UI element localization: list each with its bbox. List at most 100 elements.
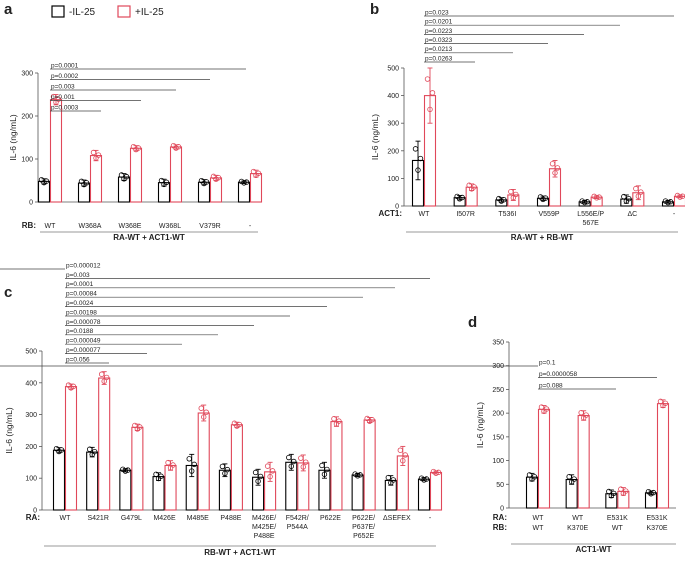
legend-label-plus: +IL-25 [135, 7, 164, 18]
x-tick-label: M426E [153, 515, 176, 522]
data-point [91, 448, 98, 455]
y-tick-label: 200 [21, 114, 33, 121]
data-point [175, 144, 182, 150]
y-tick-label: 300 [387, 121, 399, 128]
data-point [596, 194, 602, 200]
x-tick-label: P488E [220, 515, 241, 522]
condition-label: RA-WT + RB-WT [511, 233, 574, 242]
data-point [257, 473, 264, 480]
data-point [531, 474, 538, 480]
p-value-label: p=0.1 [539, 359, 556, 366]
data-point [336, 418, 342, 424]
data-point [303, 459, 309, 465]
p-value-label: p=0.056 [66, 356, 90, 363]
x-tick-label: T536I [498, 211, 516, 218]
data-point [626, 195, 632, 202]
data-point [132, 422, 138, 429]
x-tick-label: P488E [254, 533, 275, 540]
y-tick-label: 0 [33, 508, 37, 515]
data-point [125, 467, 131, 473]
data-point [571, 476, 577, 482]
bar-plus [330, 421, 343, 511]
legend-swatch-plus [117, 5, 131, 18]
data-point [566, 473, 572, 480]
data-point [549, 161, 556, 167]
data-point [513, 191, 519, 198]
x-tick-label: WT [572, 515, 584, 522]
data-point [286, 454, 292, 461]
x-tick-label: M485E [187, 515, 210, 522]
data-point [633, 185, 639, 192]
y-tick-label: 400 [387, 93, 399, 100]
x-tick-label: P622E [320, 515, 341, 522]
data-point [103, 374, 110, 381]
x-tick-label: - [673, 211, 676, 218]
x-tick-label: W368L [159, 223, 181, 230]
x-tick-label: WT [60, 515, 72, 522]
data-point [606, 488, 612, 495]
bar-minus [417, 478, 431, 511]
bar-minus [86, 451, 99, 511]
bar-plus [537, 408, 551, 509]
data-point [55, 96, 62, 102]
x-tick-label: P622E/ [352, 515, 375, 522]
bar-plus [429, 471, 443, 511]
data-point [385, 474, 392, 481]
data-point [70, 383, 77, 390]
data-point [357, 472, 363, 478]
data-point [170, 462, 176, 468]
data-point [623, 488, 629, 494]
condition-label: RA-WT + ACT1-WT [113, 233, 185, 242]
bar-plus [363, 419, 376, 511]
x-tick-label: ΔSEFEX [383, 515, 411, 522]
data-point [400, 458, 406, 464]
data-point [415, 167, 421, 173]
p-value-label: p=0.0024 [66, 300, 94, 307]
x-tick-label: K370E [567, 525, 588, 532]
data-point [165, 459, 171, 466]
data-point [191, 461, 197, 468]
data-point [50, 93, 57, 100]
y-tick-label: 0 [395, 204, 399, 211]
p-value-label: p=0.000078 [66, 319, 101, 326]
data-point [158, 473, 164, 479]
row-label: RB: [493, 523, 507, 532]
x-tick-label: V379R [199, 223, 220, 230]
data-point [412, 146, 419, 152]
bar-minus [119, 469, 132, 511]
data-point [331, 416, 337, 422]
y-axis-label: IL-6 (ng/mL) [8, 114, 18, 160]
p-value-label: p=0.0002 [51, 73, 79, 80]
data-point [421, 477, 427, 483]
y-tick-label: 200 [492, 411, 504, 418]
x-tick-label: M426E/ [252, 515, 276, 522]
x-tick-label: W368A [79, 223, 102, 230]
bar-minus [525, 476, 539, 509]
data-point [252, 469, 259, 476]
data-point [236, 421, 243, 428]
data-point [433, 470, 439, 476]
y-tick-label: 150 [492, 434, 504, 441]
data-point [83, 180, 90, 186]
data-point [429, 90, 436, 96]
x-tick-label: P637E/ [352, 524, 375, 531]
data-point [90, 149, 97, 156]
bar-plus [131, 426, 144, 511]
p-value-label: p=0.0000058 [539, 371, 578, 378]
data-point [241, 180, 247, 186]
data-point [201, 414, 207, 420]
data-point [424, 76, 431, 82]
y-tick-label: 100 [25, 476, 37, 483]
panel-d: d 0 50 100 150 200 250 300 350 IL-6 (ng/mL) WT WT WT… [0, 314, 676, 554]
data-point [423, 476, 430, 482]
row-label: RB: [22, 221, 36, 230]
x-tick-label: WT [612, 525, 624, 532]
row-label: ACT1: [378, 209, 402, 218]
data-point [186, 456, 192, 462]
x-tick-label: V559P [538, 211, 559, 218]
bar-plus [230, 424, 243, 511]
data-point [153, 471, 159, 478]
data-point [508, 188, 514, 195]
data-point [662, 400, 669, 406]
